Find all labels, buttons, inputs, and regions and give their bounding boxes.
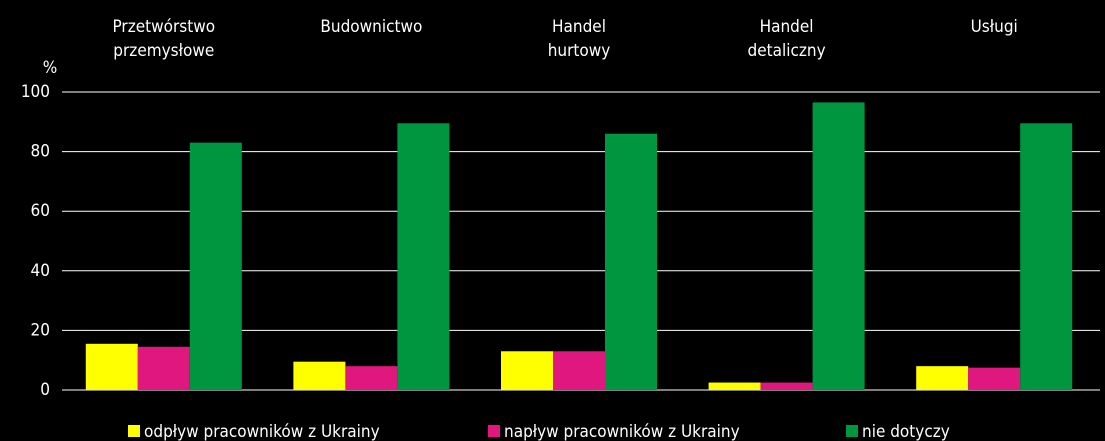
y-tick-label: 80 <box>31 142 50 162</box>
category-label: Handel <box>760 17 814 37</box>
legend-label: odpływ pracowników z Ukrainy <box>144 422 380 441</box>
legend-swatch <box>846 425 858 437</box>
category-label: Usługi <box>971 17 1018 37</box>
bar <box>397 123 450 390</box>
bar <box>553 351 605 390</box>
bar <box>1020 123 1073 390</box>
category-label: Budownictwo <box>320 17 422 37</box>
bar <box>812 102 865 391</box>
legend-swatch <box>128 425 140 437</box>
bar <box>760 382 813 390</box>
bar <box>501 351 553 390</box>
y-axis-label: % <box>43 58 58 78</box>
bar <box>293 361 346 390</box>
y-tick-label: 60 <box>31 201 50 221</box>
category-label: detaliczny <box>748 41 826 61</box>
y-tick-label: 20 <box>31 320 50 340</box>
bar <box>916 366 969 390</box>
y-tick-label: 100 <box>21 82 50 102</box>
bar <box>708 382 761 390</box>
bar <box>137 346 190 390</box>
legend-label: nie dotyczy <box>862 422 950 441</box>
category-label: przemysłowe <box>113 41 214 61</box>
bar <box>85 343 138 390</box>
y-tick-label: 40 <box>31 261 50 281</box>
category-label: hurtowy <box>548 41 611 61</box>
category-label: Przetwórstwo <box>112 17 215 37</box>
bar <box>968 367 1021 390</box>
legend-label: napływ pracowników z Ukrainy <box>504 422 740 441</box>
category-label: Handel <box>552 17 606 37</box>
bar <box>189 142 242 390</box>
legend-swatch <box>488 425 500 437</box>
y-tick-label: 0 <box>40 380 50 400</box>
bar <box>605 133 657 390</box>
bar <box>345 366 398 390</box>
